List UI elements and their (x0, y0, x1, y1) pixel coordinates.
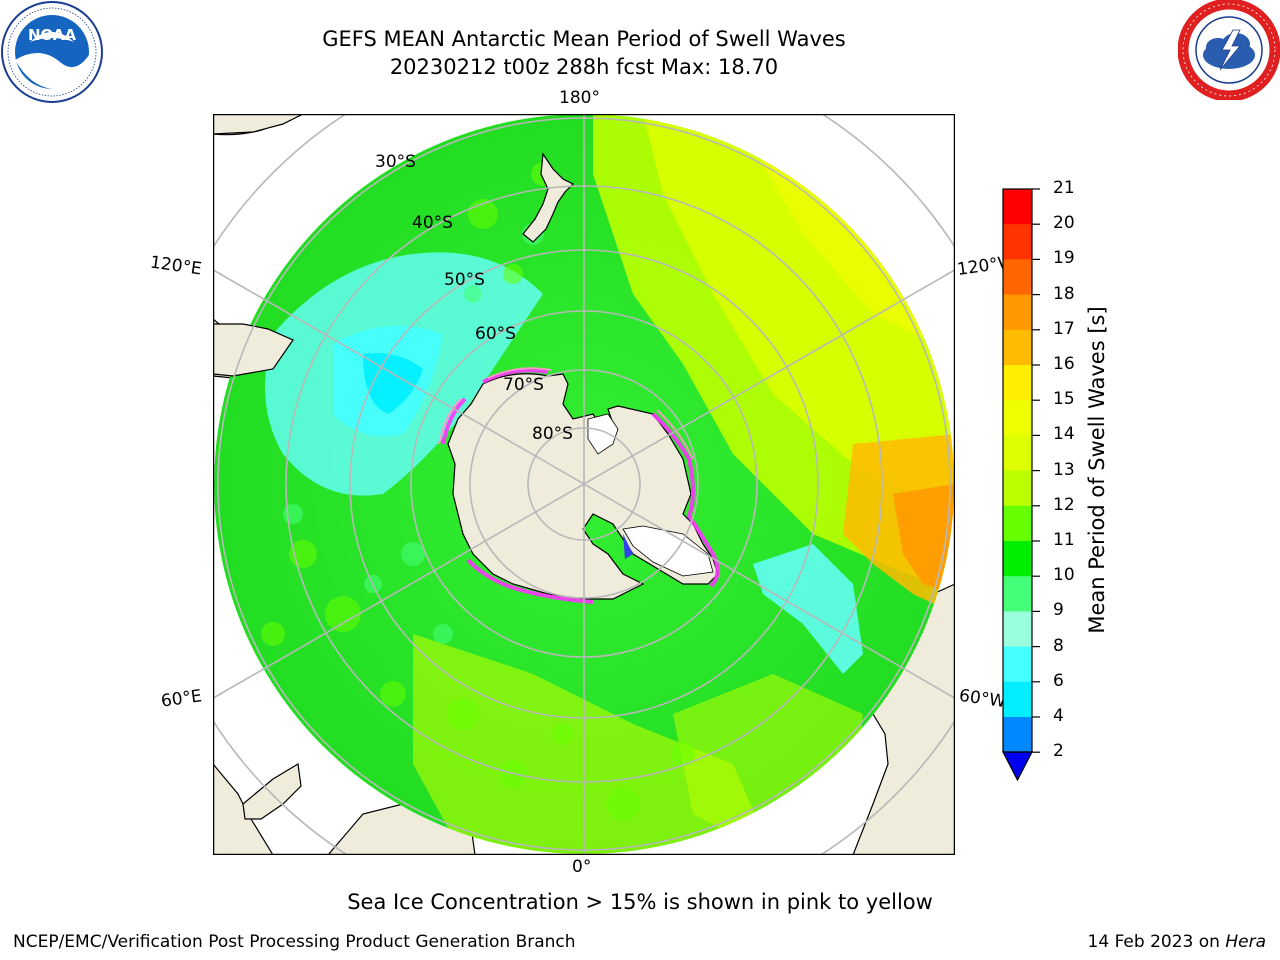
lat-label-50s: 50°S (444, 270, 485, 290)
colorbar-tick-label: 20 (1053, 213, 1075, 234)
lon-label-120e: 120°E (148, 252, 203, 280)
colorbar-tick-label: 4 (1053, 706, 1064, 726)
colorbar-tick-label: 13 (1053, 459, 1075, 480)
colorbar-tick-label: 17 (1053, 318, 1075, 339)
colorbar-tick-label: 21 (1053, 178, 1075, 198)
colorbar-label: Mean Period of Swell Waves [s] (1085, 306, 1109, 634)
polar-map: 180° 0° 120°E 60°E 120°W 60°W 30°S 40°S … (149, 88, 1016, 877)
lat-label-80s: 80°S (532, 424, 573, 444)
lat-label-40s: 40°S (412, 213, 453, 233)
colorbar-band-4-6 (1003, 681, 1032, 718)
colorbar-band-20-21 (1003, 189, 1032, 225)
lon-label-120w: 120°W (955, 252, 1016, 280)
colorbar-band-15-16 (1003, 365, 1032, 401)
lon-label-60e: 60°E (159, 686, 204, 712)
colorbar-tick-label: 19 (1053, 248, 1075, 269)
lon-label-0: 0° (572, 857, 592, 877)
colorbar-tick-label: 8 (1053, 635, 1064, 656)
colorbar-band-10-11 (1003, 541, 1032, 577)
colorbar-band-9-10 (1003, 576, 1032, 612)
colorbar-band-16-17 (1003, 329, 1032, 366)
sea-ice-note: Sea Ice Concentration > 15% is shown in … (347, 890, 933, 914)
footer-machine: Hera (1225, 932, 1266, 952)
map-canvas (213, 114, 955, 855)
lat-label-30s: 30°S (375, 152, 416, 172)
noaa-logo-icon: NOAA (1, 1, 103, 103)
colorbar-tick-label: 15 (1053, 389, 1075, 410)
colorbar-ticks (1032, 188, 1040, 753)
colorbar-under-arrow (1002, 751, 1033, 782)
lat-label-70s: 70°S (503, 375, 544, 395)
footer-credit: NCEP/EMC/Verification Post Processing Pr… (13, 932, 576, 952)
lat-label-60s: 60°S (475, 324, 516, 344)
colorbar-tick-label: 12 (1053, 494, 1075, 515)
colorbar-tick-label: 16 (1053, 354, 1075, 374)
chart-title: GEFS MEAN Antarctic Mean Period of Swell… (322, 27, 846, 51)
colorbar-tick-label: 9 (1053, 600, 1064, 621)
colorbar-band-14-15 (1003, 400, 1032, 436)
colorbar-band-12-13 (1003, 470, 1032, 507)
nws-logo-icon (1178, 0, 1280, 100)
footer-date: 14 Feb 2023 on Hera (1088, 932, 1266, 952)
colorbar-band-2-4 (1003, 717, 1032, 753)
noaa-logo-text: NOAA (28, 26, 77, 44)
colorbar-band-13-14 (1003, 435, 1032, 472)
graticule (213, 114, 955, 855)
colorbar-band-11-12 (1003, 505, 1032, 542)
colorbar-band-6-8 (1003, 646, 1032, 683)
colorbar-tick-label: 11 (1053, 530, 1075, 550)
colorbar-tick-label: 10 (1053, 565, 1075, 586)
chart-subtitle: 20230212 t00z 288h fcst Max: 18.70 (389, 55, 779, 79)
colorbar-band-8-9 (1003, 611, 1032, 648)
colorbar-tick-label: 18 (1053, 283, 1075, 304)
colorbar-tick-label: 6 (1053, 670, 1064, 691)
footer-date-text: 14 Feb 2023 on (1087, 932, 1226, 952)
lon-label-180: 180° (559, 88, 600, 108)
colorbar-bands (1003, 189, 1032, 753)
colorbar-tick-label: 14 (1053, 424, 1075, 445)
colorbar-tick-label: 2 (1053, 741, 1064, 762)
lon-label-60w: 60°W (957, 685, 1008, 713)
sea-ice-fringe (441, 368, 720, 604)
new-zealand (522, 152, 575, 243)
colorbar-band-17-18 (1003, 294, 1032, 331)
